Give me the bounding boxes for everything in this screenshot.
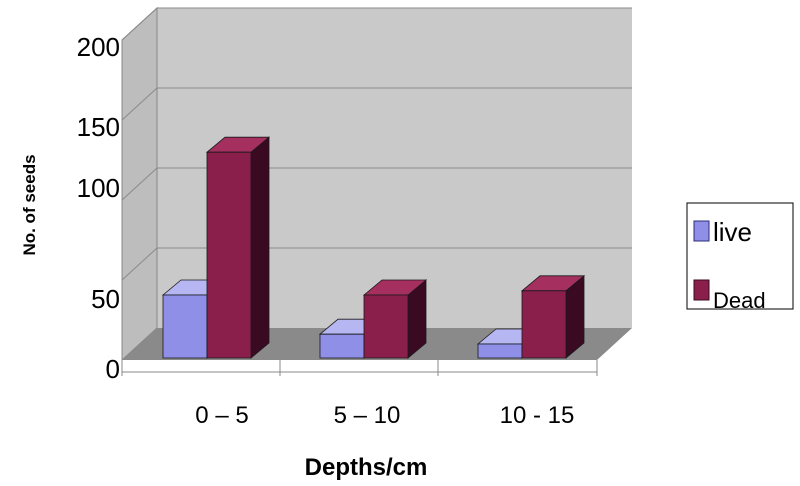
legend-swatch-dead <box>693 279 710 301</box>
bar-dead-side <box>250 136 270 359</box>
y-tick-label: 0 <box>106 354 120 384</box>
y-axis-tick-labels: 0 50 100 150 200 <box>77 32 120 384</box>
legend-label-live: live <box>713 217 752 247</box>
y-tick-label: 100 <box>77 173 120 203</box>
gridline-side <box>121 87 158 121</box>
bar-dead <box>362 279 428 359</box>
bar-live-front <box>162 294 208 359</box>
y-tick-label: 150 <box>77 112 120 142</box>
y-tick-label: 200 <box>77 32 120 62</box>
bars <box>161 136 586 359</box>
x-axis-title: Depths/cm <box>305 454 428 481</box>
bar-dead <box>520 274 586 359</box>
x-tick-label: 10 - 15 <box>500 402 575 429</box>
gridline-side <box>121 167 158 201</box>
legend-swatch-live <box>693 220 710 242</box>
bar-live-front <box>477 343 523 359</box>
gridline-side <box>121 7 158 41</box>
bar-dead-front <box>206 151 252 359</box>
bar-live-front <box>319 333 365 359</box>
bar-dead <box>205 136 271 359</box>
bar-dead-front <box>521 290 567 359</box>
legend-label-dead: Dead <box>713 288 766 313</box>
y-axis-title: No. of seeds <box>20 154 39 255</box>
y-tick-label: 50 <box>91 284 120 314</box>
x-tick-label: 0 – 5 <box>195 402 248 429</box>
gridline-side <box>121 247 158 281</box>
legend: live Dead <box>686 202 794 313</box>
bar-dead-front <box>363 294 409 359</box>
x-tick-label: 5 – 10 <box>334 402 401 429</box>
